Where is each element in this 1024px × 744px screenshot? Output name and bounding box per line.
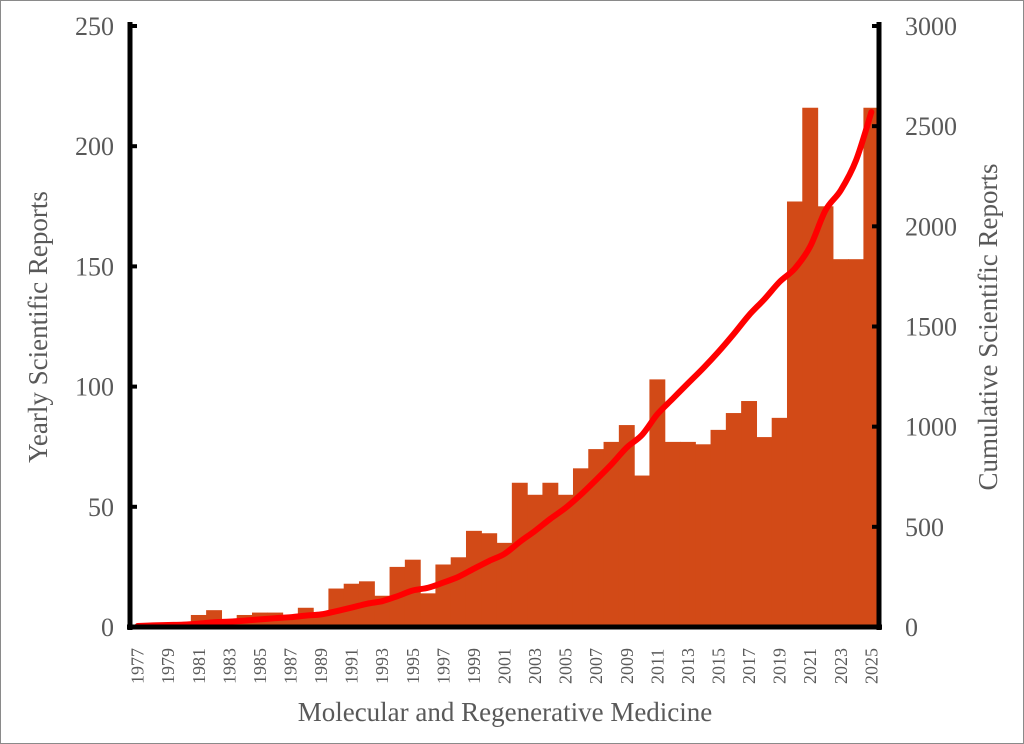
x-tick-label: 1987 [281, 648, 301, 684]
x-tick-label: 2021 [800, 648, 820, 684]
x-tick-label: 2017 [739, 648, 759, 684]
bar-2016 [725, 413, 742, 627]
bar-2022 [817, 206, 834, 628]
bar-2015 [710, 429, 727, 627]
x-tick-label: 1993 [372, 648, 392, 684]
cumulative-line-series [134, 109, 875, 629]
x-tick-label: 1983 [219, 648, 239, 684]
axes [127, 22, 882, 630]
x-tick-label: 1999 [464, 648, 484, 684]
y-tick-label: 0 [101, 613, 114, 642]
y2-tick-label: 1000 [905, 413, 957, 442]
y-axis-label: Yearly Scientific Reports [23, 191, 53, 463]
y-tick-label: 150 [75, 252, 114, 281]
bar-2024 [848, 259, 865, 627]
x-tick-label: 1981 [189, 648, 209, 684]
bar-2001 [496, 542, 513, 627]
bar-2005 [557, 494, 574, 627]
x-tick-label: 2003 [525, 648, 545, 684]
x-tick-label: 1995 [403, 648, 423, 684]
x-tick-label: 1977 [128, 648, 148, 684]
bar-2000 [481, 533, 498, 627]
x-tick-label: 2005 [556, 648, 576, 684]
bar-2004 [542, 482, 559, 627]
y2-tick-label: 1500 [905, 313, 957, 342]
bar-series [129, 107, 880, 628]
x-tick-label: 1991 [342, 648, 362, 684]
bar-2017 [741, 401, 758, 627]
x-tick-label: 2009 [617, 648, 637, 684]
bar-2009 [618, 425, 635, 627]
bar-2021 [802, 107, 819, 627]
bar-2019 [771, 417, 788, 627]
bar-2025 [863, 107, 880, 627]
tick-labels: 0501001502002500500100015002000250030001… [75, 12, 957, 684]
bar-1997 [435, 564, 452, 627]
bar-2020 [786, 201, 803, 627]
y2-tick-label: 2500 [905, 112, 957, 141]
x-tick-label: 2019 [770, 648, 790, 684]
y2-tick-label: 0 [905, 613, 918, 642]
x-tick-label: 1985 [250, 648, 270, 684]
y-tick-label: 250 [75, 12, 114, 41]
y-tick-label: 100 [75, 373, 114, 402]
x-tick-label: 2025 [861, 648, 881, 684]
bar-2003 [527, 494, 544, 627]
y-tick-label: 50 [88, 493, 114, 522]
x-tick-label: 2023 [831, 648, 851, 684]
bar-1996 [420, 593, 437, 627]
bar-2010 [634, 475, 651, 627]
bar-2007 [588, 449, 605, 627]
y2-tick-label: 2000 [905, 212, 957, 241]
bar-1998 [450, 557, 467, 627]
x-tick-label: 1989 [311, 648, 331, 684]
bar-2002 [511, 482, 528, 627]
y2-axis-label: Cumulative Scientific Reports [973, 164, 1003, 491]
bar-2023 [832, 259, 849, 627]
bar-2018 [756, 437, 773, 627]
cumulative-line [134, 109, 875, 629]
x-tick-label: 2011 [647, 649, 667, 684]
bar-1999 [465, 530, 482, 627]
bar-2013 [679, 441, 696, 627]
y-tick-label: 200 [75, 132, 114, 161]
bar-2006 [572, 468, 589, 627]
x-tick-label: 2001 [495, 648, 515, 684]
x-tick-label: 2015 [709, 648, 729, 684]
x-axis-label: Molecular and Regenerative Medicine [298, 697, 713, 727]
x-tick-label: 2013 [678, 648, 698, 684]
x-tick-label: 1979 [158, 648, 178, 684]
bar-2014 [695, 444, 712, 627]
y2-tick-label: 3000 [905, 12, 957, 41]
x-tick-label: 2007 [586, 648, 606, 684]
y2-tick-label: 500 [905, 513, 944, 542]
bar-2011 [649, 379, 666, 627]
x-tick-label: 1997 [433, 648, 453, 684]
bar-1990 [328, 588, 345, 627]
bar-2008 [603, 441, 620, 627]
bar-2012 [664, 441, 681, 627]
